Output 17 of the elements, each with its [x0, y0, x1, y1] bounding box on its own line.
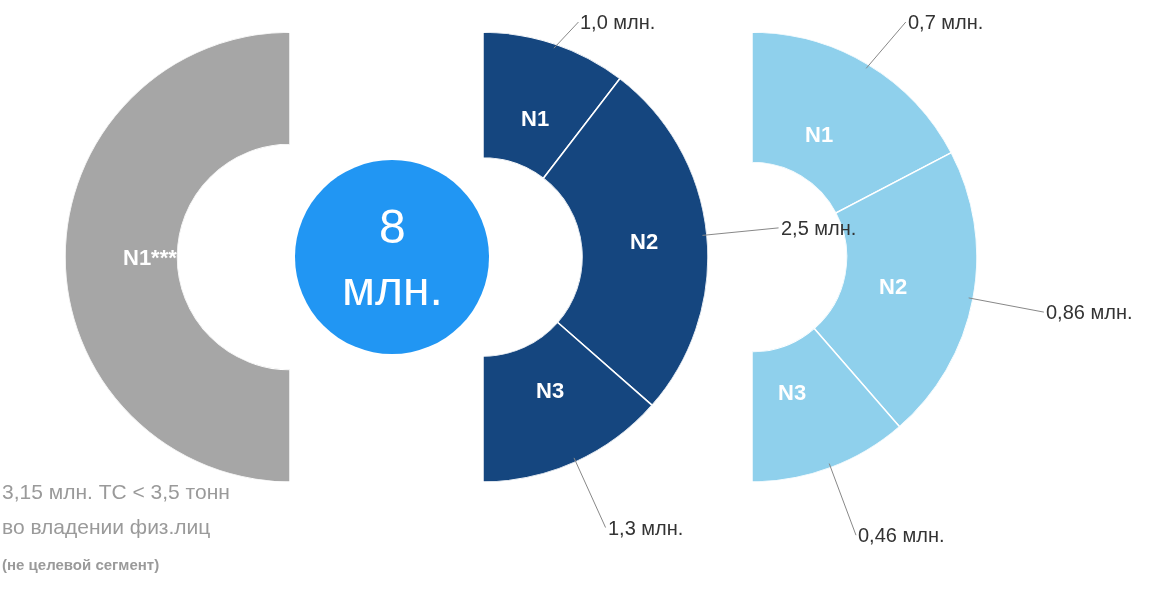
data-label: 0,46 млн. [858, 524, 945, 546]
slice-label: N2 [879, 274, 908, 299]
data-label: 1,3 млн. [608, 517, 684, 539]
slice-label: N3 [778, 380, 807, 405]
slice-label: N3 [536, 378, 565, 403]
data-label: 2,5 млн. [781, 217, 857, 239]
text: 8 млн. [342, 200, 443, 316]
text: (не целевой сегмент) [2, 556, 160, 573]
text: 3,15 млн. ТС < 3,5 тонн [2, 480, 230, 503]
text: во владении физ.лиц [2, 515, 211, 538]
slice-label: N1 [805, 122, 834, 147]
slice-label: N2 [630, 229, 659, 254]
data-label: 0,7 млн. [908, 11, 984, 33]
slice-label: N1 [521, 106, 550, 131]
data-label: 1,0 млн. [580, 11, 656, 33]
slice-label: N1*** [123, 245, 178, 270]
data-label: 0,86 млн. [1046, 301, 1133, 323]
